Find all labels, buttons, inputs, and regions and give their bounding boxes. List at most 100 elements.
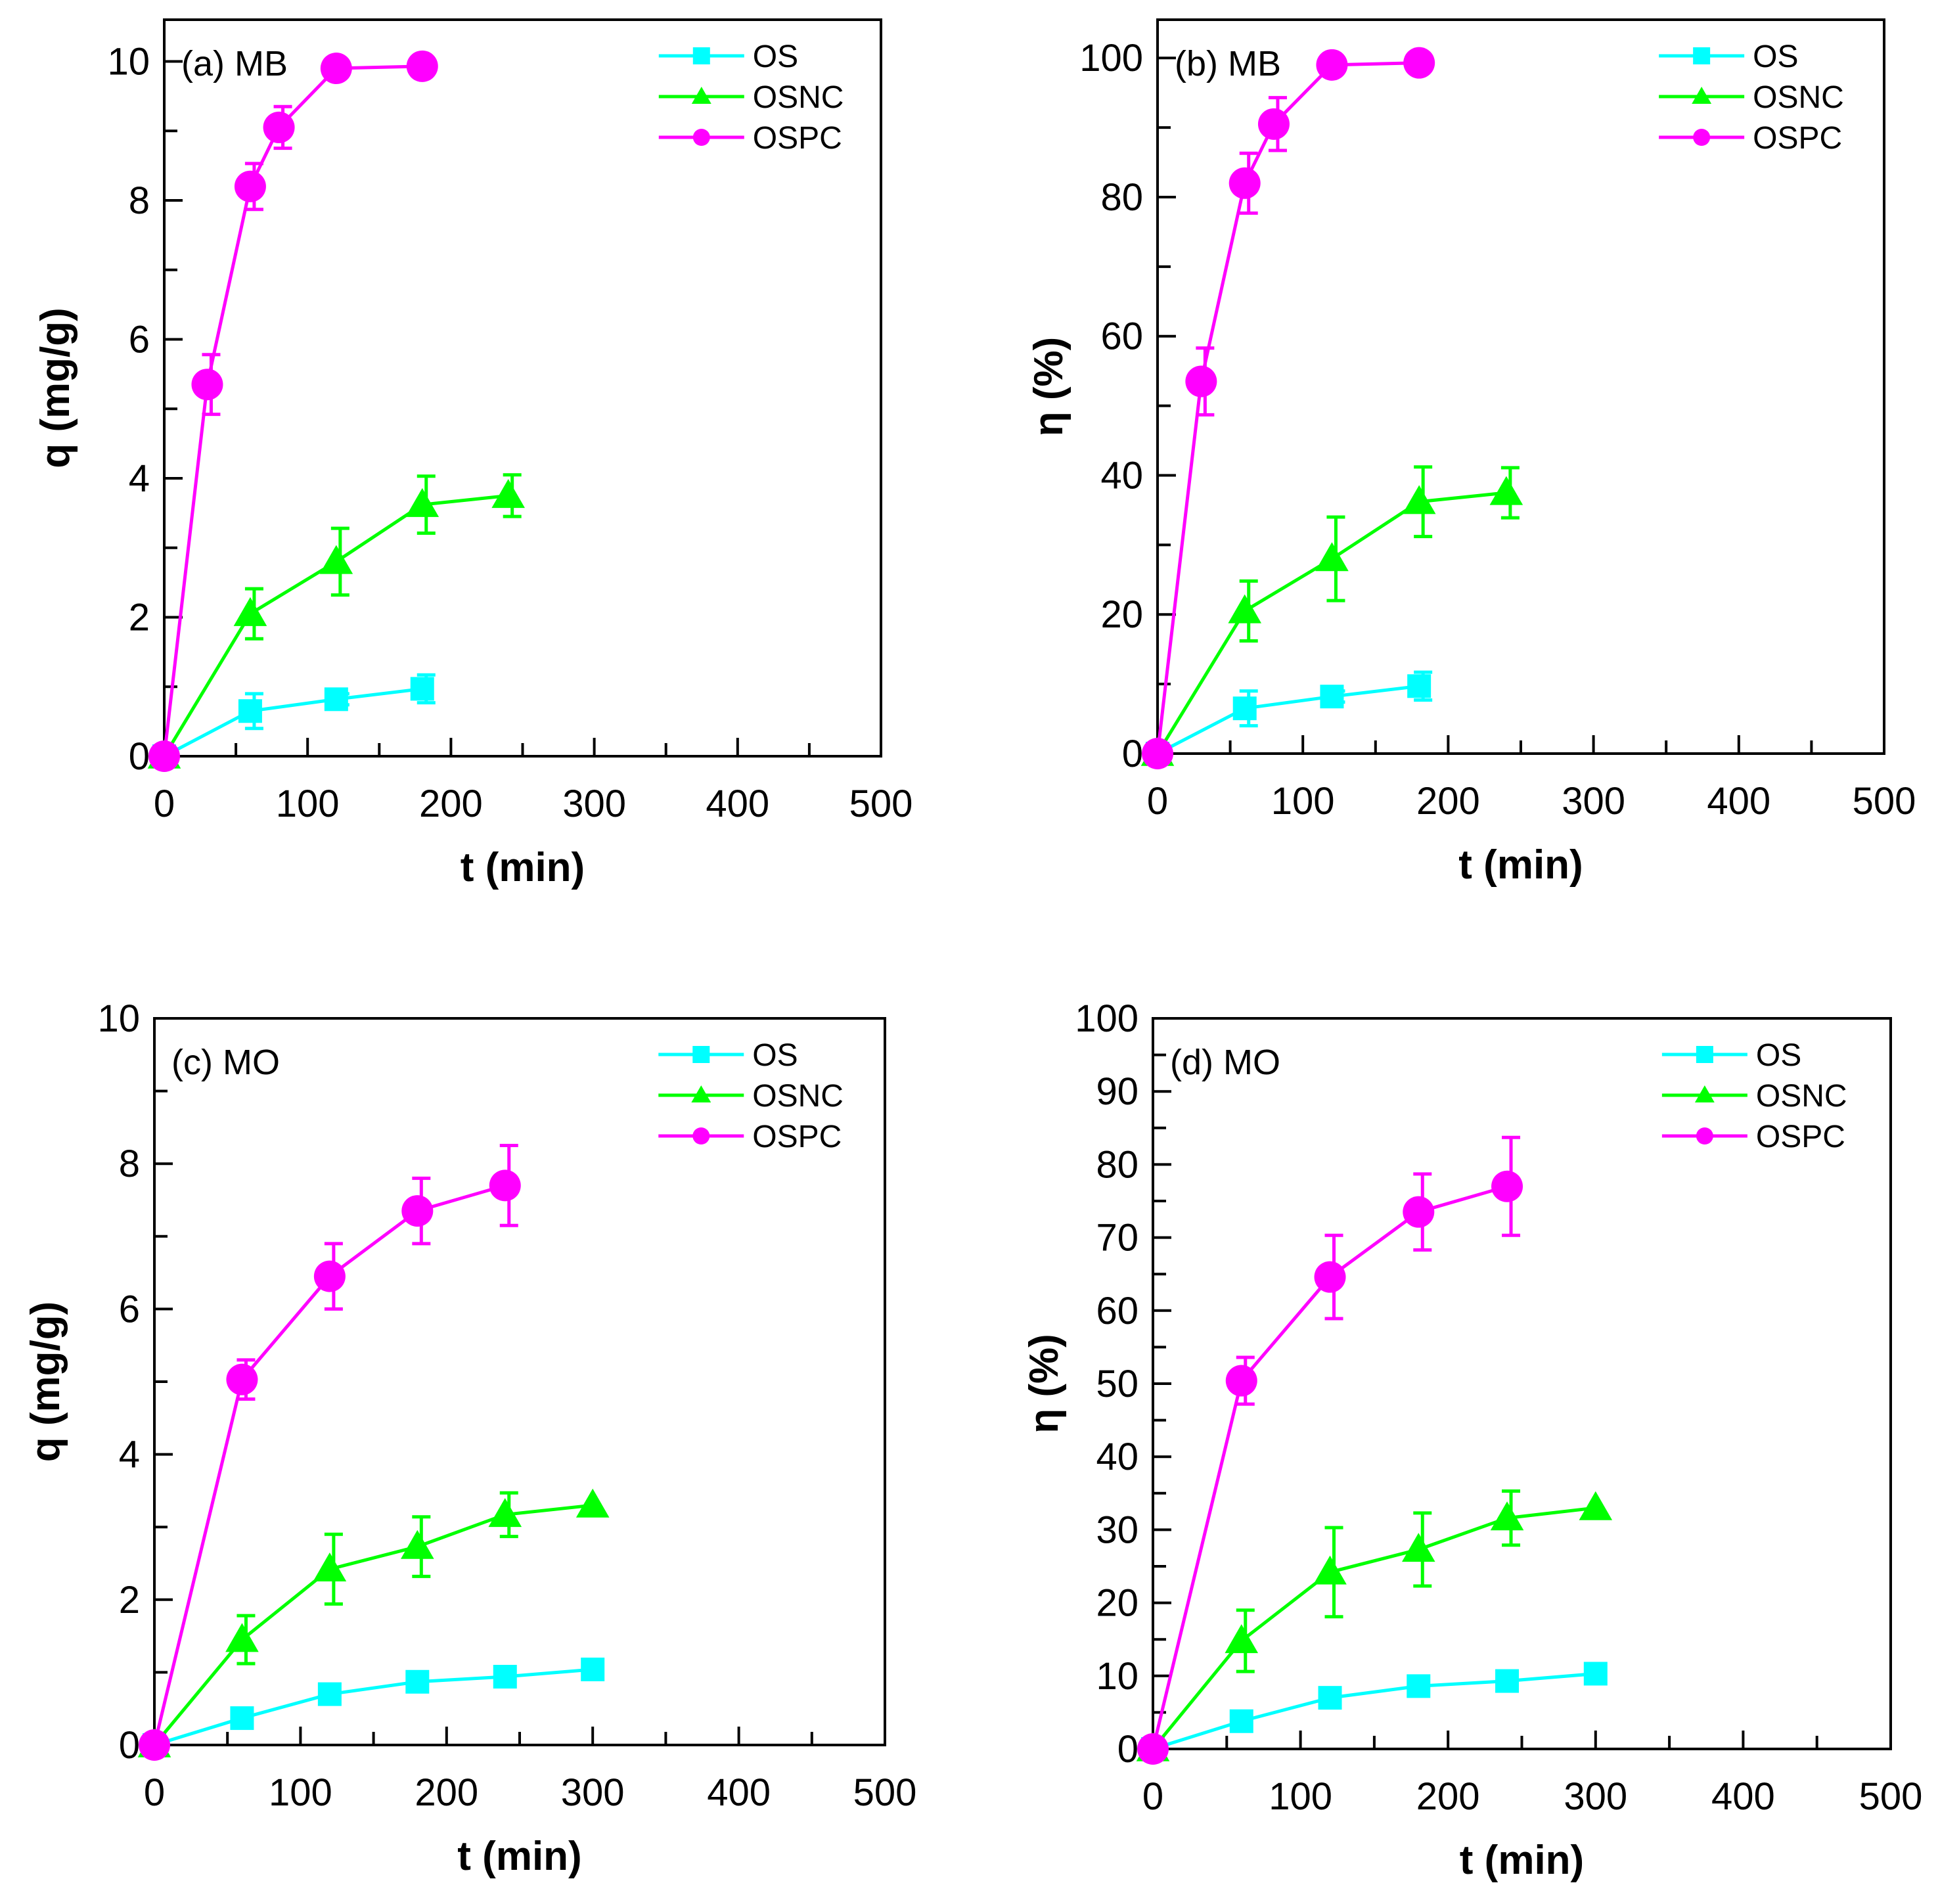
legend-entry-ospc: OSPC (1661, 1120, 1845, 1154)
series-osnc (1136, 1489, 1613, 1761)
data-point (1225, 1365, 1257, 1397)
x-axis-label: t (min) (461, 845, 585, 890)
y-tick-label: 90 (1096, 1070, 1138, 1113)
data-point (324, 687, 348, 712)
data-point (1225, 1624, 1259, 1654)
y-axis-label: q (mg/g) (33, 307, 78, 468)
y-tick-label: 8 (129, 179, 150, 222)
series-ospc (1142, 47, 1435, 769)
data-point (1495, 1669, 1520, 1693)
series-line (1152, 1671, 1596, 1751)
data-point (1491, 1170, 1523, 1202)
data-point (491, 479, 525, 509)
chart-panel-1: 0 100 200 300 400 500 0 20 40 60 80 100 t (min) η (%)… (1026, 18, 1916, 888)
legend-marker (692, 1127, 710, 1145)
series-ospc (1137, 1135, 1523, 1765)
y-tick-label: 30 (1096, 1508, 1138, 1551)
legend-marker (1694, 1085, 1715, 1103)
data-point (1401, 1533, 1435, 1562)
data-point (313, 1260, 346, 1292)
data-point (1229, 1709, 1253, 1733)
data-point (493, 1665, 517, 1689)
y-tick-label: 6 (129, 318, 150, 361)
data-point (1318, 1686, 1342, 1710)
legend-entry-os: OS (658, 1038, 798, 1073)
series-os (143, 1657, 605, 1757)
legend-marker (1692, 87, 1712, 104)
data-point (139, 1729, 170, 1761)
chart-panel-0: 0 100 200 300 400 500 0 2 4 6 8 10 t (min) q (mg/g) (a… (33, 18, 913, 890)
data-point (1489, 476, 1523, 505)
data-point (1185, 365, 1217, 397)
x-tick-label: 200 (415, 1771, 478, 1814)
series-os (152, 673, 436, 768)
data-point (1142, 738, 1173, 769)
legend-marker (1693, 47, 1711, 64)
data-point (1320, 685, 1344, 709)
y-tick-label: 6 (119, 1288, 140, 1330)
legend-label: OSNC (752, 1079, 844, 1114)
y-tick-label: 0 (1122, 733, 1143, 775)
x-tick-label: 300 (562, 782, 626, 825)
y-tick-label: 80 (1096, 1143, 1138, 1186)
data-point (1579, 1491, 1613, 1520)
y-tick-label: 20 (1096, 1582, 1138, 1625)
x-tick-label: 300 (561, 1771, 625, 1814)
data-point (313, 1553, 347, 1582)
data-point (233, 597, 267, 626)
data-point (1407, 674, 1431, 698)
data-point (234, 170, 266, 202)
x-tick-label: 100 (269, 1771, 332, 1814)
x-axis-label: t (min) (457, 1834, 581, 1879)
legend-entry-osnc: OSNC (658, 1079, 844, 1114)
legend-label: OSPC (752, 1120, 842, 1154)
x-tick-label: 500 (1859, 1775, 1923, 1818)
x-tick-label: 400 (1707, 780, 1770, 823)
data-point (1314, 1261, 1346, 1293)
y-tick-label: 100 (1079, 37, 1143, 79)
x-tick-label: 300 (1564, 1775, 1627, 1818)
legend-entry-osnc: OSNC (658, 80, 844, 115)
series-osnc (137, 1488, 610, 1757)
y-tick-label: 80 (1100, 176, 1143, 219)
data-point (319, 545, 353, 574)
data-point (225, 1623, 259, 1652)
y-tick-label: 60 (1100, 315, 1143, 358)
x-tick-label: 0 (154, 782, 175, 825)
x-tick-label: 200 (1416, 1775, 1480, 1818)
legend-marker (1696, 1127, 1713, 1145)
panel-label: (b) MB (1175, 44, 1281, 83)
x-tick-label: 300 (1562, 780, 1625, 823)
data-point (401, 1195, 434, 1227)
legend-label: OSNC (1753, 80, 1844, 115)
x-tick-label: 200 (419, 782, 483, 825)
series-line (1156, 491, 1507, 755)
data-point (191, 369, 223, 401)
data-point (401, 1530, 434, 1559)
y-axis-label: η (%) (1022, 1334, 1067, 1434)
x-tick-label: 100 (276, 782, 340, 825)
y-tick-label: 0 (119, 1724, 140, 1767)
data-point (1583, 1662, 1608, 1686)
x-tick-label: 400 (1711, 1775, 1775, 1818)
x-tick-label: 0 (1147, 780, 1168, 823)
data-point (489, 1169, 521, 1202)
x-tick-label: 0 (144, 1771, 165, 1814)
series-line (162, 64, 422, 757)
legend-label: OSNC (1756, 1079, 1847, 1114)
data-point (1315, 542, 1349, 572)
x-tick-label: 500 (849, 782, 913, 825)
series-ospc (139, 1144, 521, 1761)
x-tick-label: 500 (853, 1771, 917, 1814)
data-point (1232, 696, 1257, 721)
data-point (581, 1657, 605, 1681)
y-tick-label: 50 (1096, 1363, 1138, 1405)
data-point (406, 50, 438, 82)
y-tick-label: 40 (1096, 1436, 1138, 1478)
data-point (1313, 1555, 1347, 1585)
data-point (1403, 47, 1435, 79)
series-line (1156, 61, 1420, 754)
data-point (1228, 167, 1261, 199)
legend-entry-osnc: OSNC (1661, 1079, 1847, 1114)
